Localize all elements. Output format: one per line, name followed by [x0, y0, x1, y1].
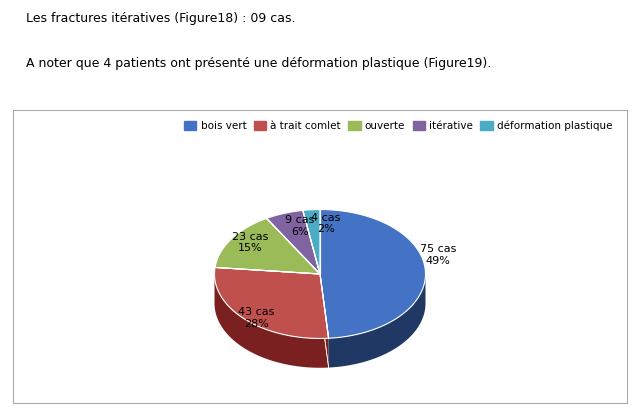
Text: 4 cas
2%: 4 cas 2% — [312, 212, 341, 234]
Polygon shape — [303, 210, 320, 274]
Text: A noter que 4 patients ont présenté une déformation plastique (Figure19).: A noter que 4 patients ont présenté une … — [26, 57, 491, 70]
Text: 9 cas
6%: 9 cas 6% — [285, 215, 314, 236]
Text: 75 cas
49%: 75 cas 49% — [420, 244, 456, 265]
Text: 23 cas
15%: 23 cas 15% — [232, 232, 269, 253]
Polygon shape — [328, 274, 426, 368]
Polygon shape — [214, 267, 328, 339]
Text: Les fractures itératives (Figure18) : 09 cas.: Les fractures itératives (Figure18) : 09… — [26, 12, 295, 25]
Polygon shape — [214, 274, 328, 368]
Polygon shape — [267, 210, 320, 274]
Polygon shape — [320, 210, 426, 338]
Polygon shape — [215, 219, 320, 274]
Legend: bois vert, à trait comlet, ouverte, itérative, déformation plastique: bois vert, à trait comlet, ouverte, itér… — [179, 115, 618, 136]
Text: 43 cas
28%: 43 cas 28% — [238, 307, 275, 329]
